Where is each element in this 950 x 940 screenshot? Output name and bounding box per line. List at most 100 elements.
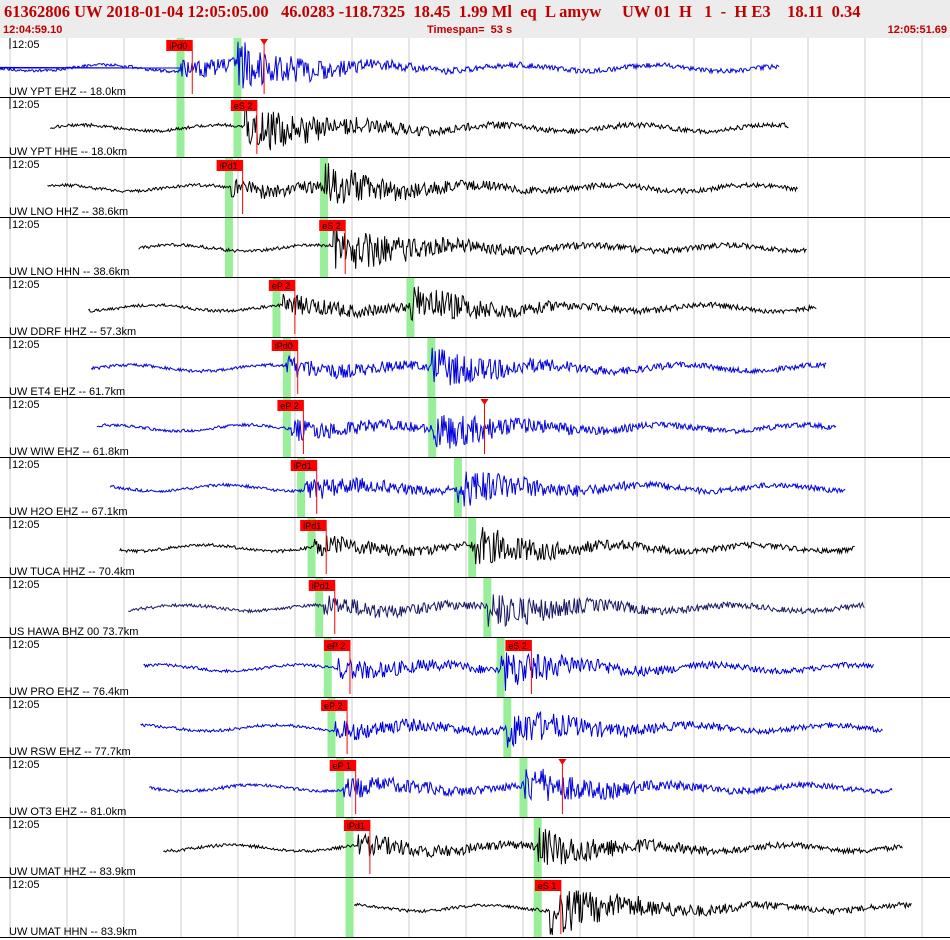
pick-label: iPd1 bbox=[347, 821, 365, 831]
seismogram-trace bbox=[140, 710, 883, 748]
station-label: UW WIW EHZ -- 61.8km bbox=[9, 446, 129, 458]
station-label: UW UMAT HHN -- 83.9km bbox=[9, 926, 137, 938]
phase-pick[interactable] bbox=[260, 39, 269, 94]
trace-row[interactable]: eP 1 12:05 UW OT3 EHZ -- 81.0km bbox=[0, 758, 950, 818]
pick-marker-icon bbox=[480, 399, 489, 405]
pick-flag bbox=[319, 220, 346, 231]
phase-pick[interactable]: iPd1 bbox=[308, 580, 336, 634]
seismogram-trace bbox=[90, 347, 827, 386]
phase-pick[interactable]: iPd0 bbox=[166, 40, 193, 94]
event-summary: 61362806 UW 2018-01-04 12:05:05.00 46.02… bbox=[4, 2, 861, 21]
theoretical-arrival-band bbox=[319, 158, 328, 217]
theoretical-arrival-band bbox=[297, 458, 306, 517]
trace-row[interactable]: iPd0 12:05 UW ET4 EHZ -- 61.7km bbox=[0, 338, 950, 398]
pick-label: iPd0 bbox=[169, 41, 187, 51]
seismogram-trace bbox=[49, 100, 789, 151]
phase-pick[interactable]: iPd0 bbox=[271, 340, 299, 394]
seismogram-trace bbox=[47, 163, 798, 204]
pick-label: eP 2 bbox=[327, 641, 345, 651]
phase-pick[interactable]: eS 2 bbox=[505, 640, 532, 694]
phase-pick[interactable]: eS 1 bbox=[534, 880, 562, 934]
trace-row[interactable]: eP 2 eS 2 12:05 UW PRO EHZ -- 76.4km bbox=[0, 638, 950, 698]
theoretical-arrival-band bbox=[327, 698, 336, 757]
theoretical-arrival-band bbox=[224, 218, 233, 277]
phase-pick[interactable]: eS 2 bbox=[319, 220, 346, 274]
theoretical-arrival-band bbox=[427, 338, 436, 397]
pick-flag bbox=[300, 520, 327, 531]
trace-row[interactable]: eS 2 12:05 UW LNO HHN -- 38.6km bbox=[0, 218, 950, 278]
pick-label: iPd1 bbox=[303, 521, 321, 531]
seismogram-trace bbox=[353, 890, 912, 936]
seismogram-trace bbox=[163, 827, 903, 865]
pick-flag bbox=[277, 400, 304, 411]
theoretical-arrival-band bbox=[176, 98, 185, 157]
phase-pick[interactable]: iPd1 bbox=[216, 160, 244, 214]
seismogram-trace bbox=[109, 471, 846, 507]
pick-label: eP 2 bbox=[272, 281, 290, 291]
trace-row[interactable]: eS 1 12:05 UW UMAT HHN -- 83.9km bbox=[0, 878, 950, 938]
trace-time-label: 12:05 bbox=[12, 219, 40, 231]
station-label: UW UMAT HHZ -- 83.9km bbox=[9, 866, 136, 878]
phase-pick[interactable]: eP 1 bbox=[329, 760, 357, 814]
pick-flag bbox=[268, 280, 295, 291]
seismogram-trace bbox=[119, 527, 855, 565]
pick-label: eP 2 bbox=[324, 701, 342, 711]
trace-time-label: 12:05 bbox=[12, 459, 40, 471]
pick-flag bbox=[329, 760, 356, 771]
pick-flag bbox=[290, 460, 317, 471]
trace-time-label: 12:05 bbox=[12, 819, 40, 831]
trace-time-label: 12:05 bbox=[12, 99, 40, 111]
phase-pick[interactable] bbox=[480, 399, 489, 454]
phase-pick[interactable]: iPd1 bbox=[343, 820, 371, 874]
time-grid bbox=[9, 38, 923, 938]
trace-row[interactable]: iPd0 12:05 UW YPT EHZ -- 18.0km bbox=[0, 38, 950, 98]
trace-time-label: 12:05 bbox=[12, 279, 40, 291]
trace-time-label: 12:05 bbox=[12, 339, 40, 351]
pick-label: eS 2 bbox=[234, 101, 253, 111]
seismogram-trace bbox=[87, 286, 817, 322]
trace-row[interactable]: iPd1 12:05 UW LNO HHZ -- 38.6km bbox=[0, 158, 950, 218]
theoretical-arrival-band bbox=[315, 578, 324, 637]
event-header: 61362806 UW 2018-01-04 12:05:05.00 46.02… bbox=[0, 0, 950, 38]
seismogram-trace bbox=[128, 594, 865, 628]
trace-time-label: 12:05 bbox=[12, 519, 40, 531]
trace-row[interactable]: eP 2 12:05 UW WIW EHZ -- 61.8km bbox=[0, 398, 950, 458]
trace-row[interactable]: eP 2 12:05 UW RSW EHZ -- 77.7km bbox=[0, 698, 950, 758]
theoretical-arrival-band bbox=[503, 698, 512, 757]
trace-row[interactable]: eS 2 12:05 UW YPT HHE -- 18.0km bbox=[0, 98, 950, 158]
station-label: UW DDRF HHZ -- 57.3km bbox=[9, 326, 136, 338]
pick-flag bbox=[271, 340, 298, 351]
trace-row[interactable]: eP 2 12:05 UW DDRF HHZ -- 57.3km bbox=[0, 278, 950, 338]
station-label: UW YPT HHE -- 18.0km bbox=[9, 146, 127, 158]
pick-marker-icon bbox=[558, 759, 567, 765]
phase-pick[interactable]: eP 2 bbox=[268, 280, 296, 334]
pick-flag bbox=[323, 640, 350, 651]
theoretical-arrival-band bbox=[519, 758, 528, 817]
pick-flag bbox=[166, 40, 193, 51]
phase-pick[interactable]: iPd1 bbox=[300, 520, 327, 574]
trace-time-label: 12:05 bbox=[12, 639, 40, 651]
theoretical-arrival-band bbox=[345, 878, 354, 937]
station-label: UW LNO HHZ -- 38.6km bbox=[9, 206, 128, 218]
trace-time-label: 12:05 bbox=[12, 579, 40, 591]
phase-pick[interactable]: eP 2 bbox=[277, 400, 304, 454]
phase-pick[interactable]: eP 2 bbox=[323, 640, 351, 694]
pick-flag bbox=[505, 640, 532, 651]
phase-pick[interactable]: iPd1 bbox=[290, 460, 318, 514]
trace-time-label: 12:05 bbox=[12, 879, 40, 891]
trace-row[interactable]: iPd1 12:05 US HAWA BHZ 00 73.7km bbox=[0, 578, 950, 638]
seismogram-trace bbox=[143, 652, 874, 691]
pick-flag bbox=[321, 700, 348, 711]
phase-pick[interactable]: eS 2 bbox=[230, 100, 258, 154]
phase-pick[interactable] bbox=[558, 759, 567, 814]
theoretical-arrival-band bbox=[272, 278, 281, 337]
trace-time-label: 12:05 bbox=[12, 759, 40, 771]
trace-row[interactable]: iPd1 12:05 UW H2O EHZ -- 67.1km bbox=[0, 458, 950, 518]
pick-label: eS 2 bbox=[508, 641, 527, 651]
trace-row[interactable]: iPd1 12:05 UW TUCA HHZ -- 70.4km bbox=[0, 518, 950, 578]
trace-row[interactable]: iPd1 12:05 UW UMAT HHZ -- 83.9km bbox=[0, 818, 950, 878]
phase-pick[interactable]: eP 2 bbox=[321, 700, 348, 754]
pick-marker-icon bbox=[260, 39, 269, 45]
